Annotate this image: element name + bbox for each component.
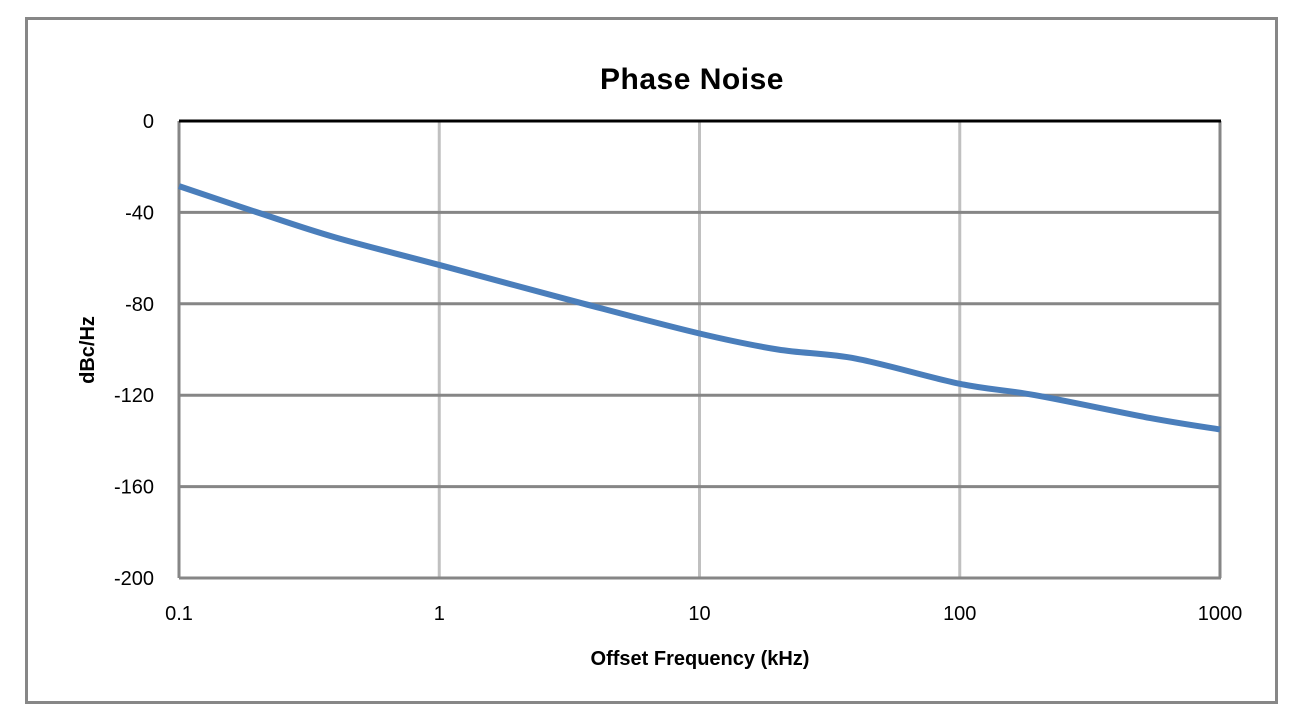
x-axis-label: Offset Frequency (kHz) [591, 648, 810, 670]
x-tick-label: 10 [688, 603, 710, 625]
y-tick-label: -40 [125, 202, 154, 224]
chart-frame [25, 17, 1278, 704]
series-layer [178, 183, 1221, 433]
x-axis-ticks: 0.1 1 10 100 1000 [165, 603, 1242, 625]
y-axis-ticks: 0 -40 -80 -120 -160 -200 [114, 111, 154, 590]
y-tick-label: -200 [114, 568, 154, 590]
chart-title: Phase Noise [600, 63, 784, 96]
y-axis-label: dBc/Hz [77, 316, 99, 384]
y-tick-label: -160 [114, 477, 154, 499]
x-tick-label: 1 [434, 603, 445, 625]
series-line [178, 183, 1221, 433]
y-tick-label: 0 [143, 111, 154, 133]
y-tick-label: -120 [114, 385, 154, 407]
y-tick-label: -80 [125, 294, 154, 316]
x-tick-label: 0.1 [165, 603, 193, 625]
x-tick-label: 1000 [1198, 603, 1243, 625]
gridlines [177, 119, 1222, 580]
x-tick-label: 100 [943, 603, 976, 625]
